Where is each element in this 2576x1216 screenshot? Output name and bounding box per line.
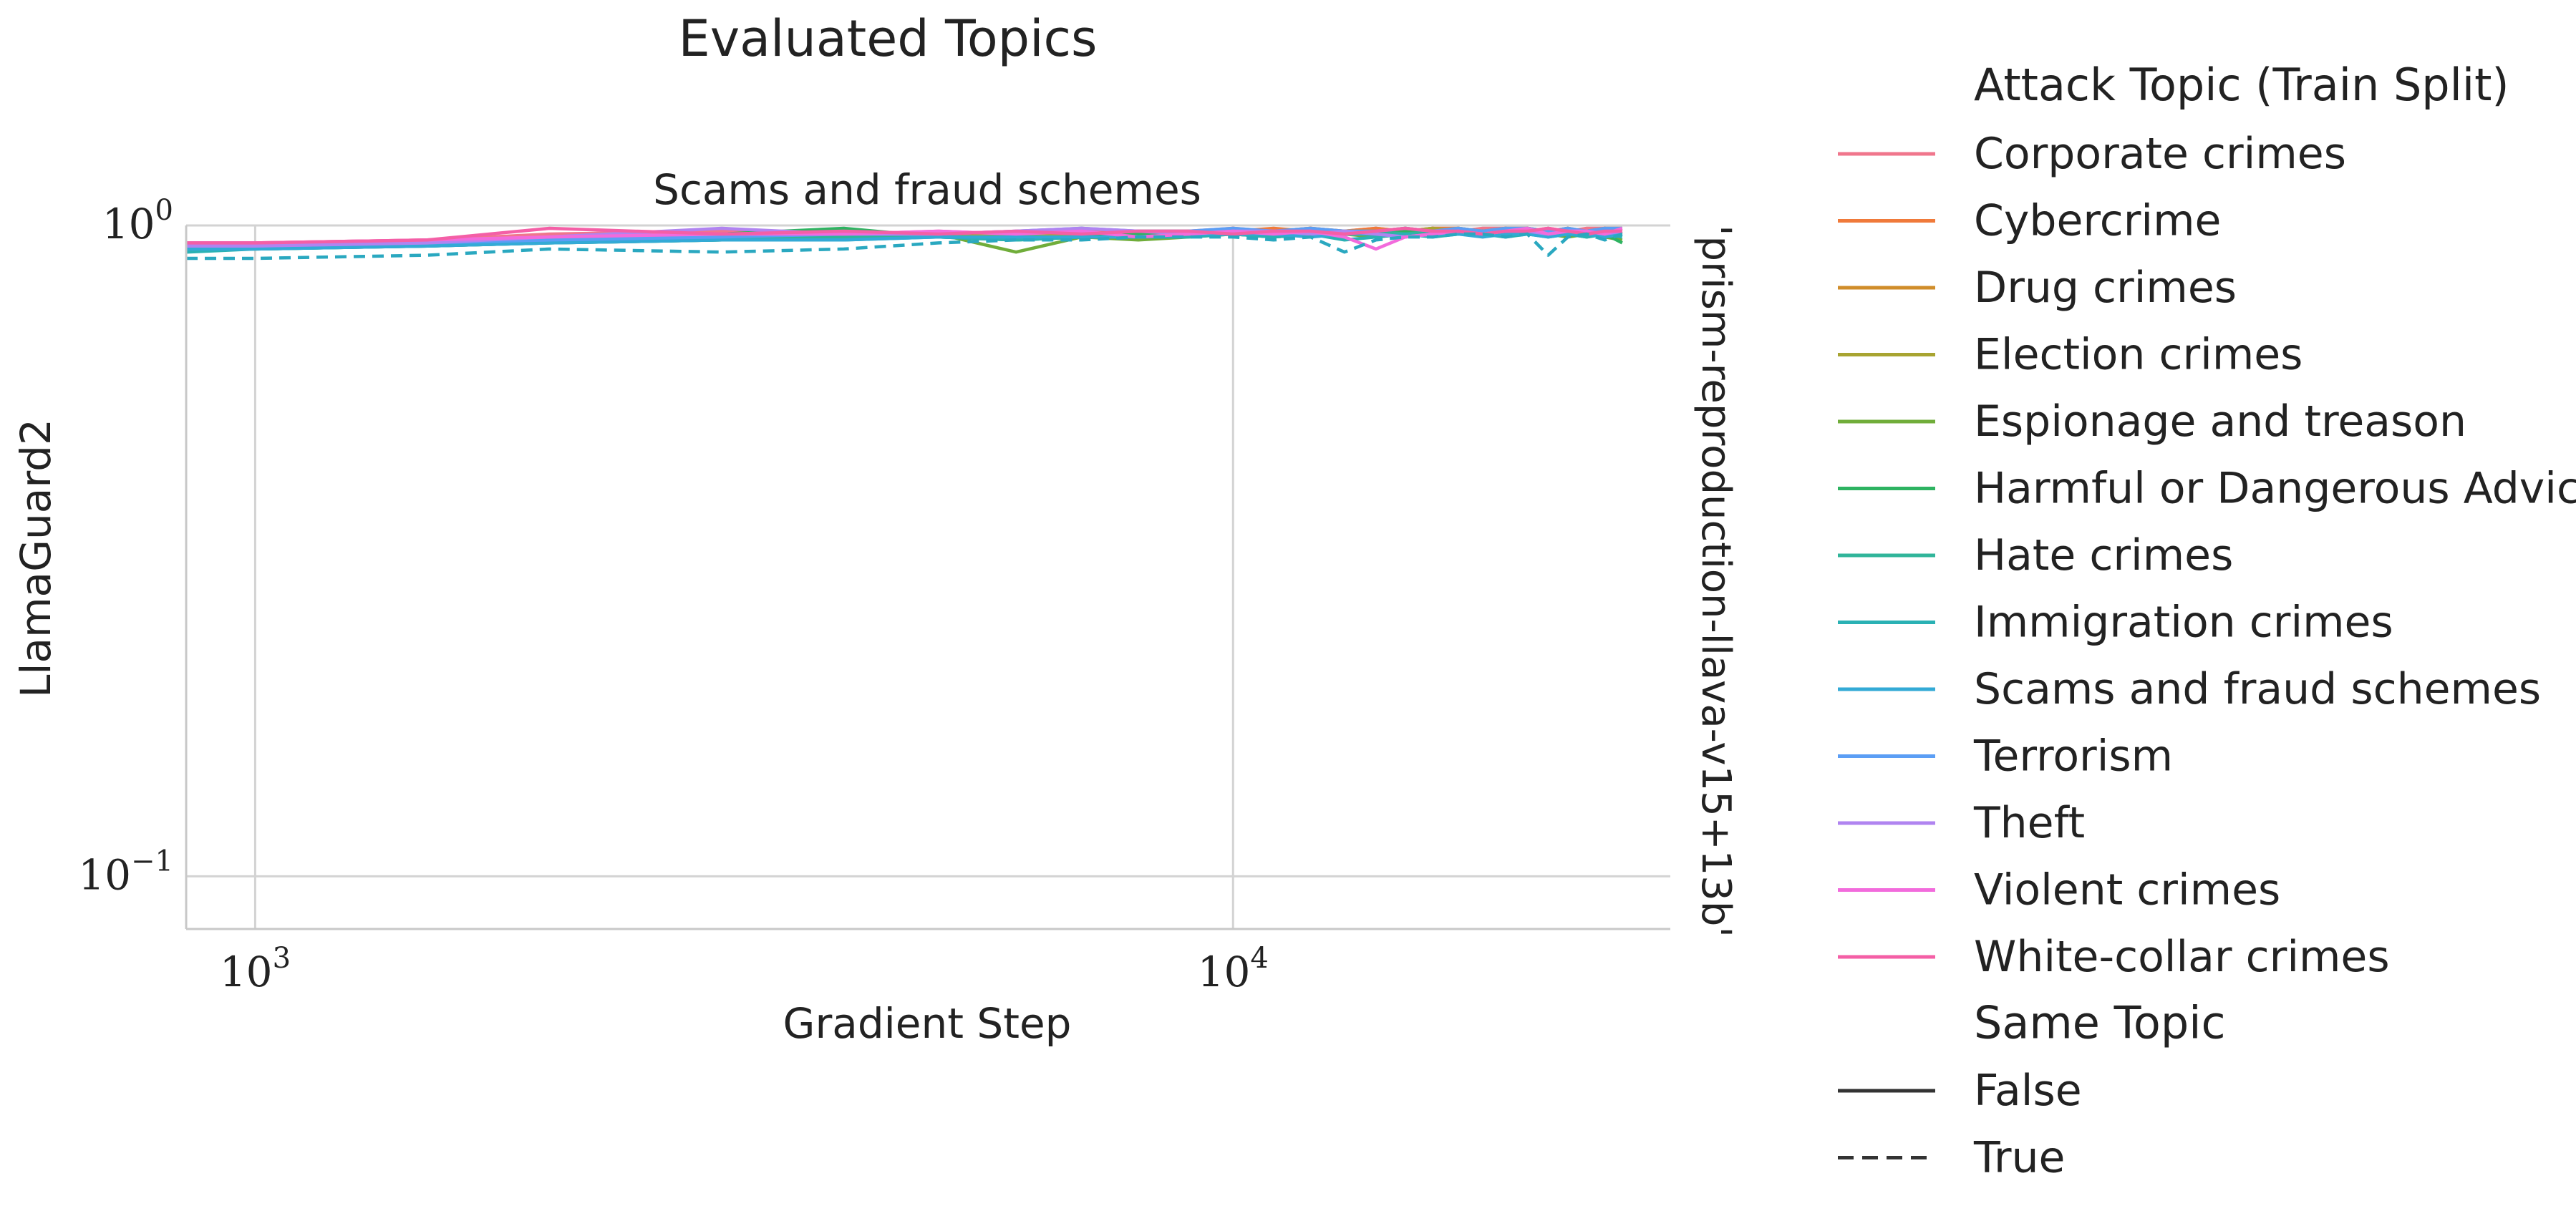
legend-label: Immigration crimes	[1974, 598, 2393, 648]
legend-label: Cybercrime	[1974, 196, 2221, 246]
legend-label: Theft	[1973, 798, 2085, 848]
series-line	[186, 232, 1623, 261]
x-tick-label: 104	[1198, 942, 1269, 996]
legend-label: Espionage and treason	[1974, 397, 2466, 447]
y-axis-label: LlamaGuard2	[11, 419, 60, 698]
y-tick-label: 100	[102, 194, 173, 248]
legend-label: Harmful or Dangerous Advice	[1974, 464, 2576, 514]
plot-area: 103 104 100 10−1	[78, 194, 1670, 996]
legend-label: Election crimes	[1974, 330, 2303, 380]
x-axis-label: Gradient Step	[783, 999, 1072, 1048]
legend-label: Violent crimes	[1974, 865, 2280, 915]
legend-style-label: True	[1973, 1133, 2065, 1183]
legend: Attack Topic (Train Split) Corporate cri…	[1838, 59, 2576, 1183]
legend-label: Scams and fraud schemes	[1974, 664, 2541, 714]
series-line	[186, 226, 1622, 245]
grid	[186, 224, 1670, 929]
x-tick-label: 103	[220, 942, 291, 996]
figure-title: Evaluated Topics	[679, 9, 1098, 68]
series-lines	[185, 226, 1623, 261]
legend-style-label: False	[1974, 1066, 2082, 1116]
legend-label: Drug crimes	[1974, 263, 2237, 313]
y-tick-labels: 100 10−1	[78, 194, 173, 899]
legend-hue-entries: Corporate crimes Cybercrime Drug crimes Ele…	[1838, 129, 2576, 982]
legend-label: Terrorism	[1973, 731, 2173, 782]
legend-label: Hate crimes	[1974, 530, 2233, 580]
legend-style-title: Same Topic	[1974, 997, 2226, 1049]
right-row-label: 'prism-reproduction-llava-v15+13b'	[1693, 225, 1739, 938]
y-tick-label: 10−1	[78, 845, 173, 899]
legend-style-block: Same Topic False True	[1838, 997, 2226, 1183]
x-tick-labels: 103 104	[220, 942, 1269, 996]
legend-hue-title: Attack Topic (Train Split)	[1974, 59, 2509, 111]
legend-label: Corporate crimes	[1974, 129, 2346, 179]
panel-title: Scams and fraud schemes	[653, 165, 1201, 214]
legend-label: White-collar crimes	[1974, 932, 2390, 982]
